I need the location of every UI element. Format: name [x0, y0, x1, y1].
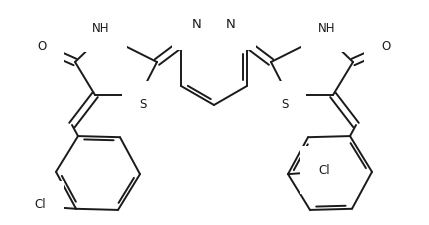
- Text: S: S: [139, 99, 147, 112]
- Text: NH: NH: [318, 22, 336, 34]
- Text: Cl: Cl: [34, 198, 46, 211]
- Text: O: O: [381, 40, 391, 54]
- Text: Cl: Cl: [318, 164, 330, 177]
- Text: N: N: [192, 18, 202, 31]
- Text: O: O: [37, 40, 47, 54]
- Text: N: N: [226, 18, 236, 31]
- Text: S: S: [281, 99, 289, 112]
- Text: NH: NH: [92, 22, 110, 34]
